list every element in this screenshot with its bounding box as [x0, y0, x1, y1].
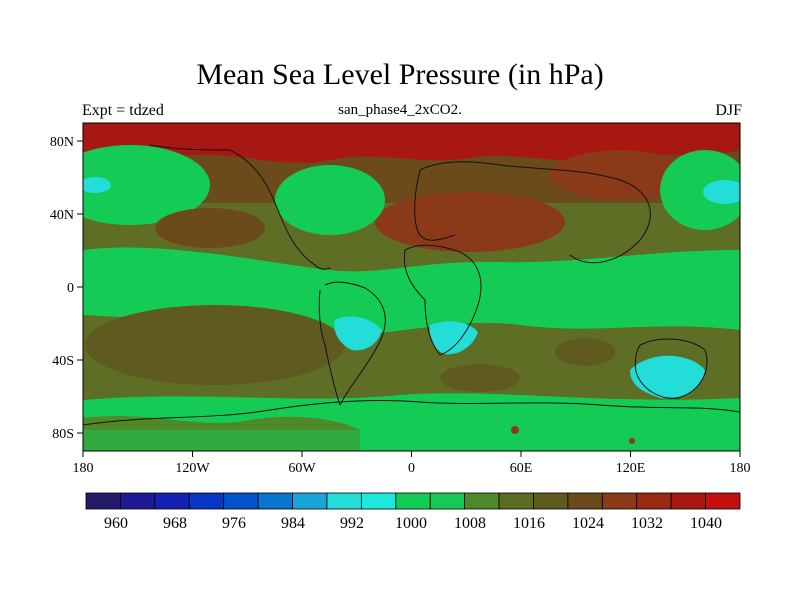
coast-arctic-america: [149, 144, 231, 151]
field-south-edge: [83, 430, 740, 451]
colorbar: [85, 492, 741, 510]
coast-eurasia: [419, 161, 651, 264]
field-npac-core: [83, 177, 111, 193]
colorbar-labels: 960 968 976 984 992 1000 1008 1016 1024 …: [104, 515, 722, 532]
lon-tick-label: 180: [73, 461, 94, 476]
coast-africa: [404, 244, 482, 356]
axis-ticks: [77, 140, 741, 457]
colorbar-swatch: [326, 492, 362, 510]
colorbar-swatch: [429, 492, 466, 510]
colorbar-label: 1000: [395, 515, 427, 532]
lon-tick-label: 60W: [288, 461, 316, 476]
lon-tick-labels: 180 120W 60W 0 60E 120E 180: [73, 461, 751, 476]
colorbar-swatch: [120, 492, 156, 510]
coast-south-america-west: [318, 289, 341, 406]
field-spot-2: [629, 438, 635, 444]
field-npac-low: [83, 145, 210, 225]
colorbar-label: 1008: [454, 515, 486, 532]
lat-tick-label: 40N: [50, 208, 74, 223]
plot-title: Mean Sea Level Pressure (in hPa): [196, 58, 604, 91]
lat-tick-label: 80N: [50, 135, 74, 150]
coast-africa-west: [403, 249, 426, 301]
lat-tick-labels: 80N 40N 0 40S 80S: [50, 135, 74, 442]
coastlines: [83, 144, 740, 426]
colorbar-swatch: [188, 492, 225, 510]
lon-tick-label: 180: [730, 461, 751, 476]
field-sind-high: [555, 338, 615, 366]
coast-south-america: [324, 281, 386, 406]
colorbar-swatch: [636, 492, 672, 510]
field-spot-1: [511, 426, 519, 434]
lon-tick-label: 120W: [175, 461, 210, 476]
field-nepac-core: [703, 180, 740, 204]
colorbar-swatch: [670, 492, 706, 510]
colorbar-swatch: [705, 492, 741, 510]
coast-australia: [634, 338, 708, 399]
colorbar-label: 1024: [572, 515, 604, 532]
colorbar-swatch: [567, 492, 603, 510]
colorbar-swatch: [360, 492, 397, 510]
pressure-field: [83, 123, 740, 451]
colorbar-swatch: [257, 492, 293, 510]
colorbar-swatch: [292, 492, 328, 510]
field-satl-high: [440, 364, 520, 392]
case-subtitle: san_phase4_2xCO2.: [338, 102, 462, 118]
field-siberia-high: [550, 150, 690, 200]
field-safrica-low: [429, 321, 478, 355]
lon-tick-label: 120E: [616, 461, 646, 476]
lat-tick-label: 40S: [52, 354, 74, 369]
field-spac-high: [85, 305, 345, 385]
colorbar-label: 1032: [631, 515, 663, 532]
lat-tick-label: 0: [67, 281, 74, 296]
colorbar-swatch: [533, 492, 569, 510]
colorbar-swatch: [85, 492, 121, 510]
colorbar-label: 984: [281, 515, 305, 532]
season-label: DJF: [715, 102, 742, 119]
experiment-label: Expt = tdzed: [82, 102, 164, 119]
colorbar-label: 968: [163, 515, 187, 532]
field-australia-low: [630, 355, 705, 399]
coast-antarctica: [83, 399, 740, 426]
coast-north-america: [229, 149, 331, 270]
field-eurasia-high: [375, 192, 565, 252]
colorbar-swatch: [154, 492, 190, 510]
colorbar-label: 960: [104, 515, 128, 532]
field-npac-high: [155, 208, 265, 248]
lon-tick-label: 0: [408, 461, 415, 476]
field-nepac-low: [660, 150, 740, 230]
colorbar-swatch: [601, 492, 638, 510]
colorbar-swatch: [395, 492, 431, 510]
field-samerica-low: [334, 316, 382, 351]
colorbar-label: 992: [340, 515, 364, 532]
colorbar-label: 1016: [513, 515, 545, 532]
field-natl-low: [275, 165, 385, 235]
colorbar-label: 976: [222, 515, 246, 532]
lat-tick-label: 80S: [52, 427, 74, 442]
field-arctic-high: [83, 123, 740, 163]
colorbar-swatch: [498, 492, 534, 510]
colorbar-label: 1040: [690, 515, 722, 532]
lon-tick-label: 60E: [510, 461, 533, 476]
coast-europe: [414, 169, 456, 241]
colorbar-swatch: [464, 492, 500, 510]
colorbar-swatch: [223, 492, 259, 510]
